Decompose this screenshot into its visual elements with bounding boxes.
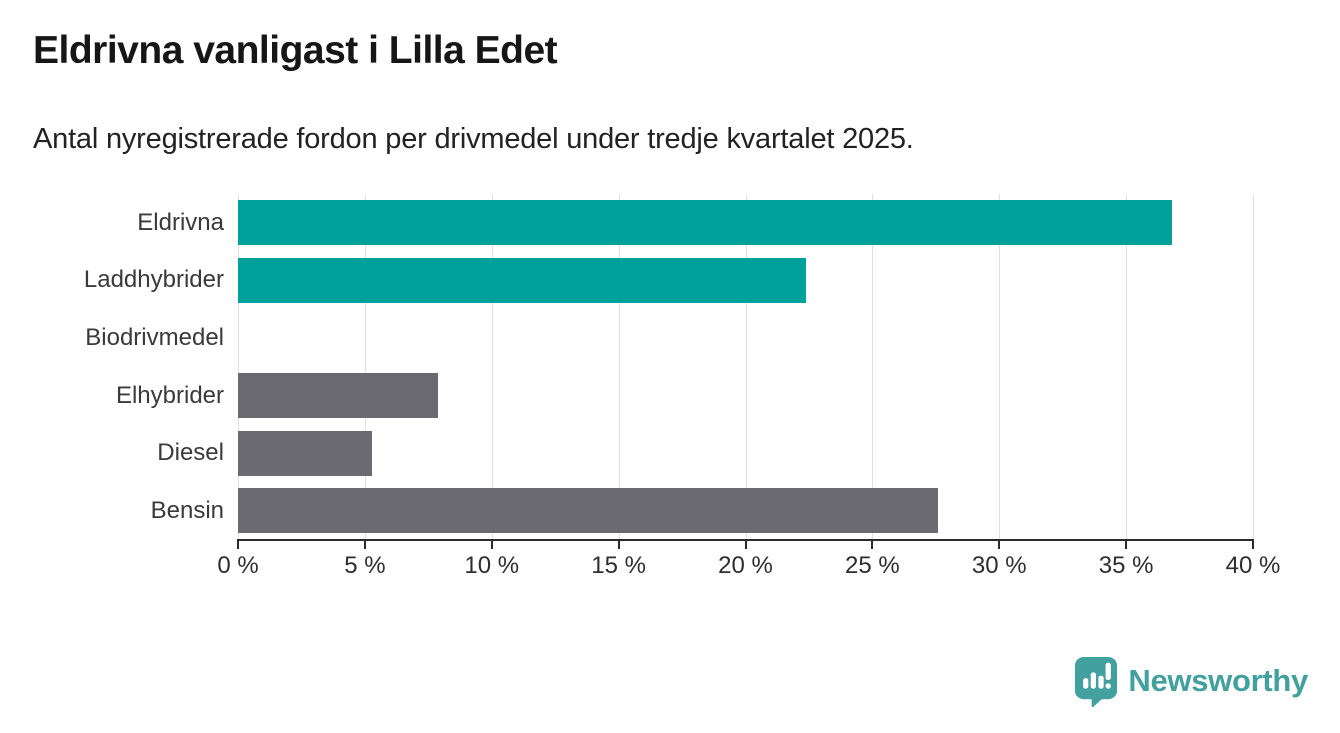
category-label: Diesel	[157, 439, 224, 467]
tick-mark	[1252, 541, 1254, 549]
newsworthy-logo: Newsworthy	[1073, 655, 1308, 707]
gridline	[1126, 194, 1128, 540]
bar	[238, 257, 807, 303]
bar-track	[238, 309, 1253, 367]
bar-chart: Eldrivna Laddhybrider Biodrivmedel Elhybrid…	[0, 194, 1340, 579]
tick-mark	[617, 541, 620, 549]
gridline	[491, 194, 493, 540]
gridline	[1253, 194, 1254, 540]
tick-mark	[363, 541, 366, 549]
chart-rows: Eldrivna Laddhybrider Biodrivmedel Elhybrid…	[0, 194, 1340, 540]
category-label: Bensin	[150, 497, 224, 525]
chart-row: Eldrivna	[0, 194, 1340, 252]
tick-label: 10 %	[464, 552, 520, 579]
tick-label: 30 %	[971, 552, 1027, 579]
chart-title: Eldrivna vanligast i Lilla Edet	[33, 29, 558, 72]
bar	[238, 488, 939, 534]
tick-mark	[998, 541, 1001, 549]
tick-mark	[490, 541, 493, 549]
chart-row: Elhybrider	[0, 367, 1340, 425]
bar	[238, 200, 1172, 245]
newsworthy-logo-icon	[1075, 657, 1118, 707]
category-label: Laddhybrider	[83, 266, 224, 294]
category-label: Eldrivna	[137, 208, 224, 236]
gridline	[364, 194, 366, 540]
tick-label: 35 %	[1098, 552, 1154, 579]
bar-track	[238, 367, 1253, 425]
bar	[238, 430, 373, 476]
bar-track	[238, 482, 1253, 540]
bar-track	[238, 194, 1253, 252]
bar-track	[238, 425, 1253, 483]
chart-subtitle: Antal nyregistrerade fordon per drivmede…	[33, 123, 914, 155]
chart-row: Bensin	[0, 482, 1340, 540]
gridline	[238, 194, 239, 540]
bar	[238, 372, 439, 418]
chart-row: Laddhybrider	[0, 252, 1340, 310]
newsworthy-logo-text: Newsworthy	[1128, 663, 1308, 698]
tick-label: 0 %	[217, 552, 259, 579]
x-axis-line	[237, 539, 1254, 541]
tick-mark	[871, 541, 874, 549]
gridline	[872, 194, 874, 540]
category-label: Biodrivmedel	[85, 324, 224, 352]
gridline	[745, 194, 747, 540]
tick-label: 5 %	[344, 552, 386, 579]
category-label: Elhybrider	[115, 381, 224, 409]
plot-area	[238, 194, 1254, 540]
bar-track	[238, 252, 1253, 310]
tick-label: 25 %	[845, 552, 900, 579]
tick-mark	[744, 541, 747, 549]
gridline	[999, 194, 1001, 540]
tick-label: 15 %	[591, 552, 646, 579]
tick-label: 40 %	[1225, 552, 1281, 579]
tick-mark	[1125, 541, 1128, 549]
tick-mark	[237, 541, 239, 549]
chart-row: Diesel	[0, 425, 1340, 483]
tick-label: 20 %	[718, 552, 773, 579]
gridline	[618, 194, 620, 540]
chart-row: Biodrivmedel	[0, 309, 1340, 367]
